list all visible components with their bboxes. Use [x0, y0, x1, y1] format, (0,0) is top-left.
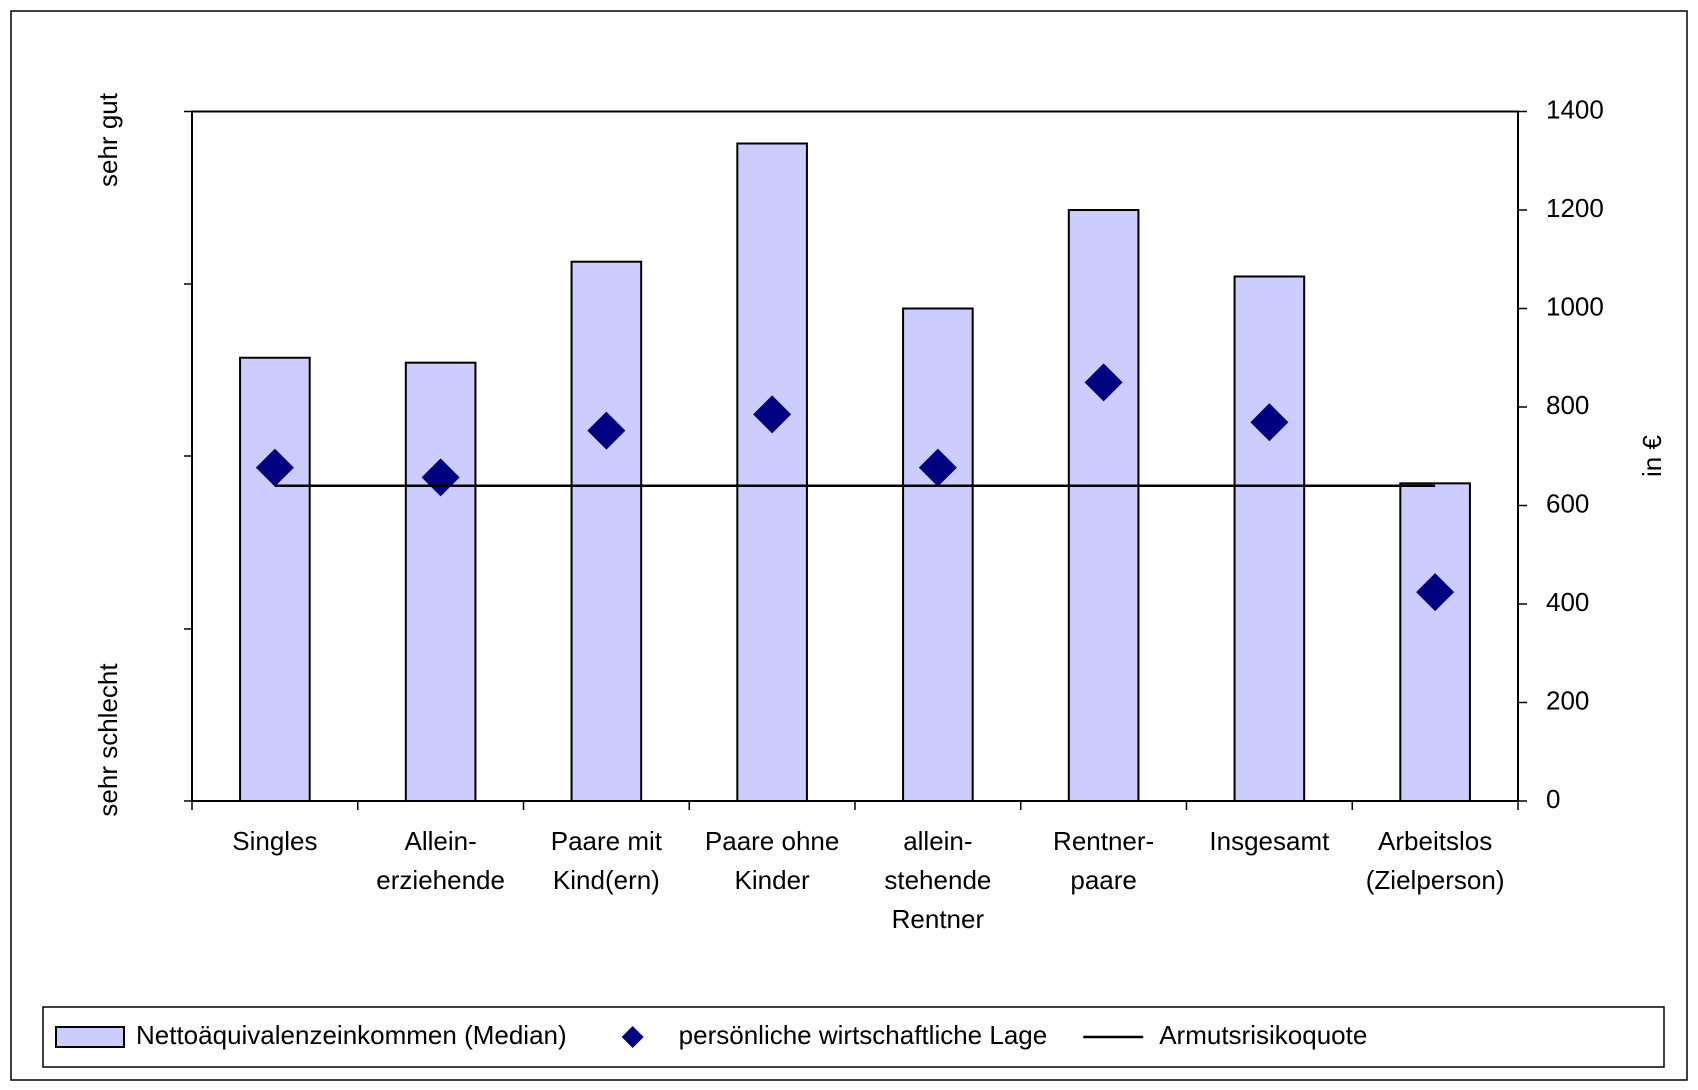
bar — [1233, 275, 1306, 802]
x-tick-label: Rentner — [892, 904, 985, 934]
x-tick-label: (Zielperson) — [1366, 865, 1505, 895]
x-tick-label: Kind(ern) — [553, 865, 660, 895]
x-tick-label: paare — [1070, 865, 1137, 895]
bar — [902, 307, 974, 802]
x-tick-label: Paare mit — [551, 826, 663, 856]
bar — [1399, 482, 1471, 802]
legend-label: Armutsrisikoquote — [1159, 1020, 1367, 1050]
y2-tick-label: 800 — [1546, 390, 1589, 420]
x-tick-label: Rentner- — [1053, 826, 1154, 856]
x-tick-label: Arbeitslos — [1378, 826, 1492, 856]
x-tick-label: Singles — [232, 826, 317, 856]
x-tick-label: Insgesamt — [1209, 826, 1330, 856]
legend-box — [42, 1006, 1665, 1068]
diamond-marker — [1084, 363, 1123, 402]
legend-swatch — [621, 1026, 644, 1048]
plot-frame — [191, 110, 1519, 802]
x-tick-label: Kinder — [735, 865, 810, 895]
diamond-marker — [1416, 573, 1455, 612]
bar — [239, 356, 311, 802]
legend-label: persönliche wirtschaftliche Lage — [679, 1020, 1048, 1050]
y2-axis-label: in € — [1637, 435, 1667, 477]
x-tick-label: Paare ohne — [705, 826, 839, 856]
y2-tick-label: 1200 — [1546, 193, 1604, 223]
y2-tick-label: 400 — [1546, 587, 1589, 617]
x-tick-label: Allein- — [405, 826, 477, 856]
diamond-marker — [918, 448, 957, 487]
y-bottom-label: sehr schlecht — [93, 663, 123, 817]
bar — [1067, 209, 1140, 802]
diamond-marker — [587, 411, 626, 450]
bar — [736, 142, 808, 802]
x-tick-label: allein- — [903, 826, 972, 856]
y2-tick-label: 200 — [1546, 685, 1589, 715]
y2-tick-label: 1400 — [1546, 94, 1604, 124]
diamond-marker — [753, 395, 792, 434]
left-ticks — [184, 110, 192, 802]
y2-tick-label: 0 — [1546, 784, 1560, 814]
y-top-label: sehr gut — [93, 92, 123, 187]
x-tick-label: stehende — [884, 865, 991, 895]
bar — [570, 260, 643, 802]
diamond-marker — [1250, 403, 1289, 442]
legend-swatch — [55, 1026, 125, 1048]
y2-tick-label: 600 — [1546, 488, 1589, 518]
bar — [404, 361, 477, 802]
diamond-marker — [255, 448, 294, 487]
legend-label: Nettoäquivalenzeinkommen (Median) — [136, 1020, 567, 1050]
x-tick-label: erziehende — [376, 865, 505, 895]
y2-tick-label: 1000 — [1546, 291, 1604, 321]
